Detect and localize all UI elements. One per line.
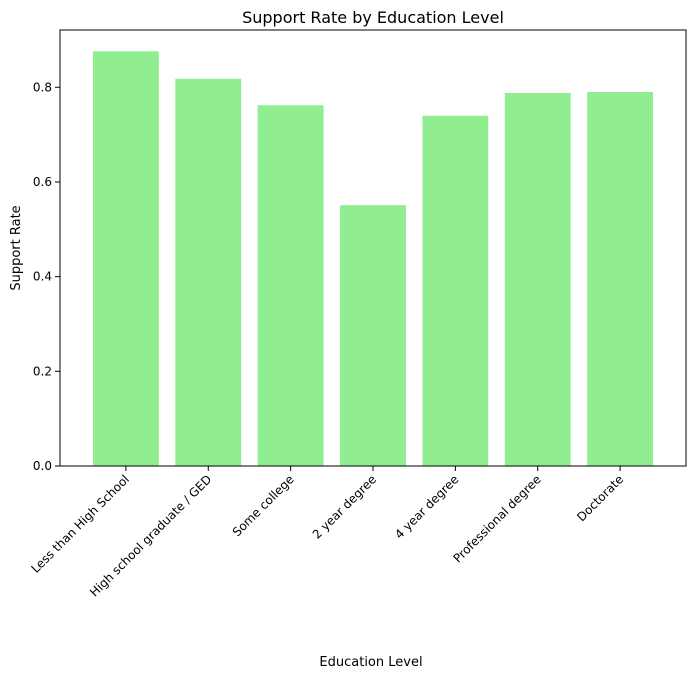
y-axis: 0.0 0.2 0.4 0.6 0.8	[33, 80, 60, 473]
x-tick-label: Doctorate	[574, 472, 626, 524]
bar	[587, 92, 654, 467]
y-tick-label: 0.8	[33, 80, 52, 94]
bar	[257, 105, 324, 467]
chart-title: Support Rate by Education Level	[242, 8, 504, 27]
bar	[422, 115, 489, 466]
x-tick-label: Professional degree	[451, 472, 544, 565]
bar	[504, 92, 571, 467]
y-tick-label: 0.4	[33, 270, 52, 284]
bar	[340, 205, 406, 466]
y-tick-label: 0.2	[33, 364, 52, 378]
x-tick-label: 2 year degree	[310, 472, 379, 541]
x-tick-label: 4 year degree	[392, 472, 461, 541]
x-axis-label: Education Level	[319, 655, 422, 670]
y-axis-label: Support Rate	[9, 205, 24, 290]
bar	[92, 51, 159, 467]
bars-group	[92, 51, 654, 467]
y-tick-label: 0.6	[33, 175, 52, 189]
y-tick-label: 0.0	[33, 459, 52, 473]
bar	[175, 78, 242, 466]
x-tick-label: Some college	[230, 472, 297, 539]
